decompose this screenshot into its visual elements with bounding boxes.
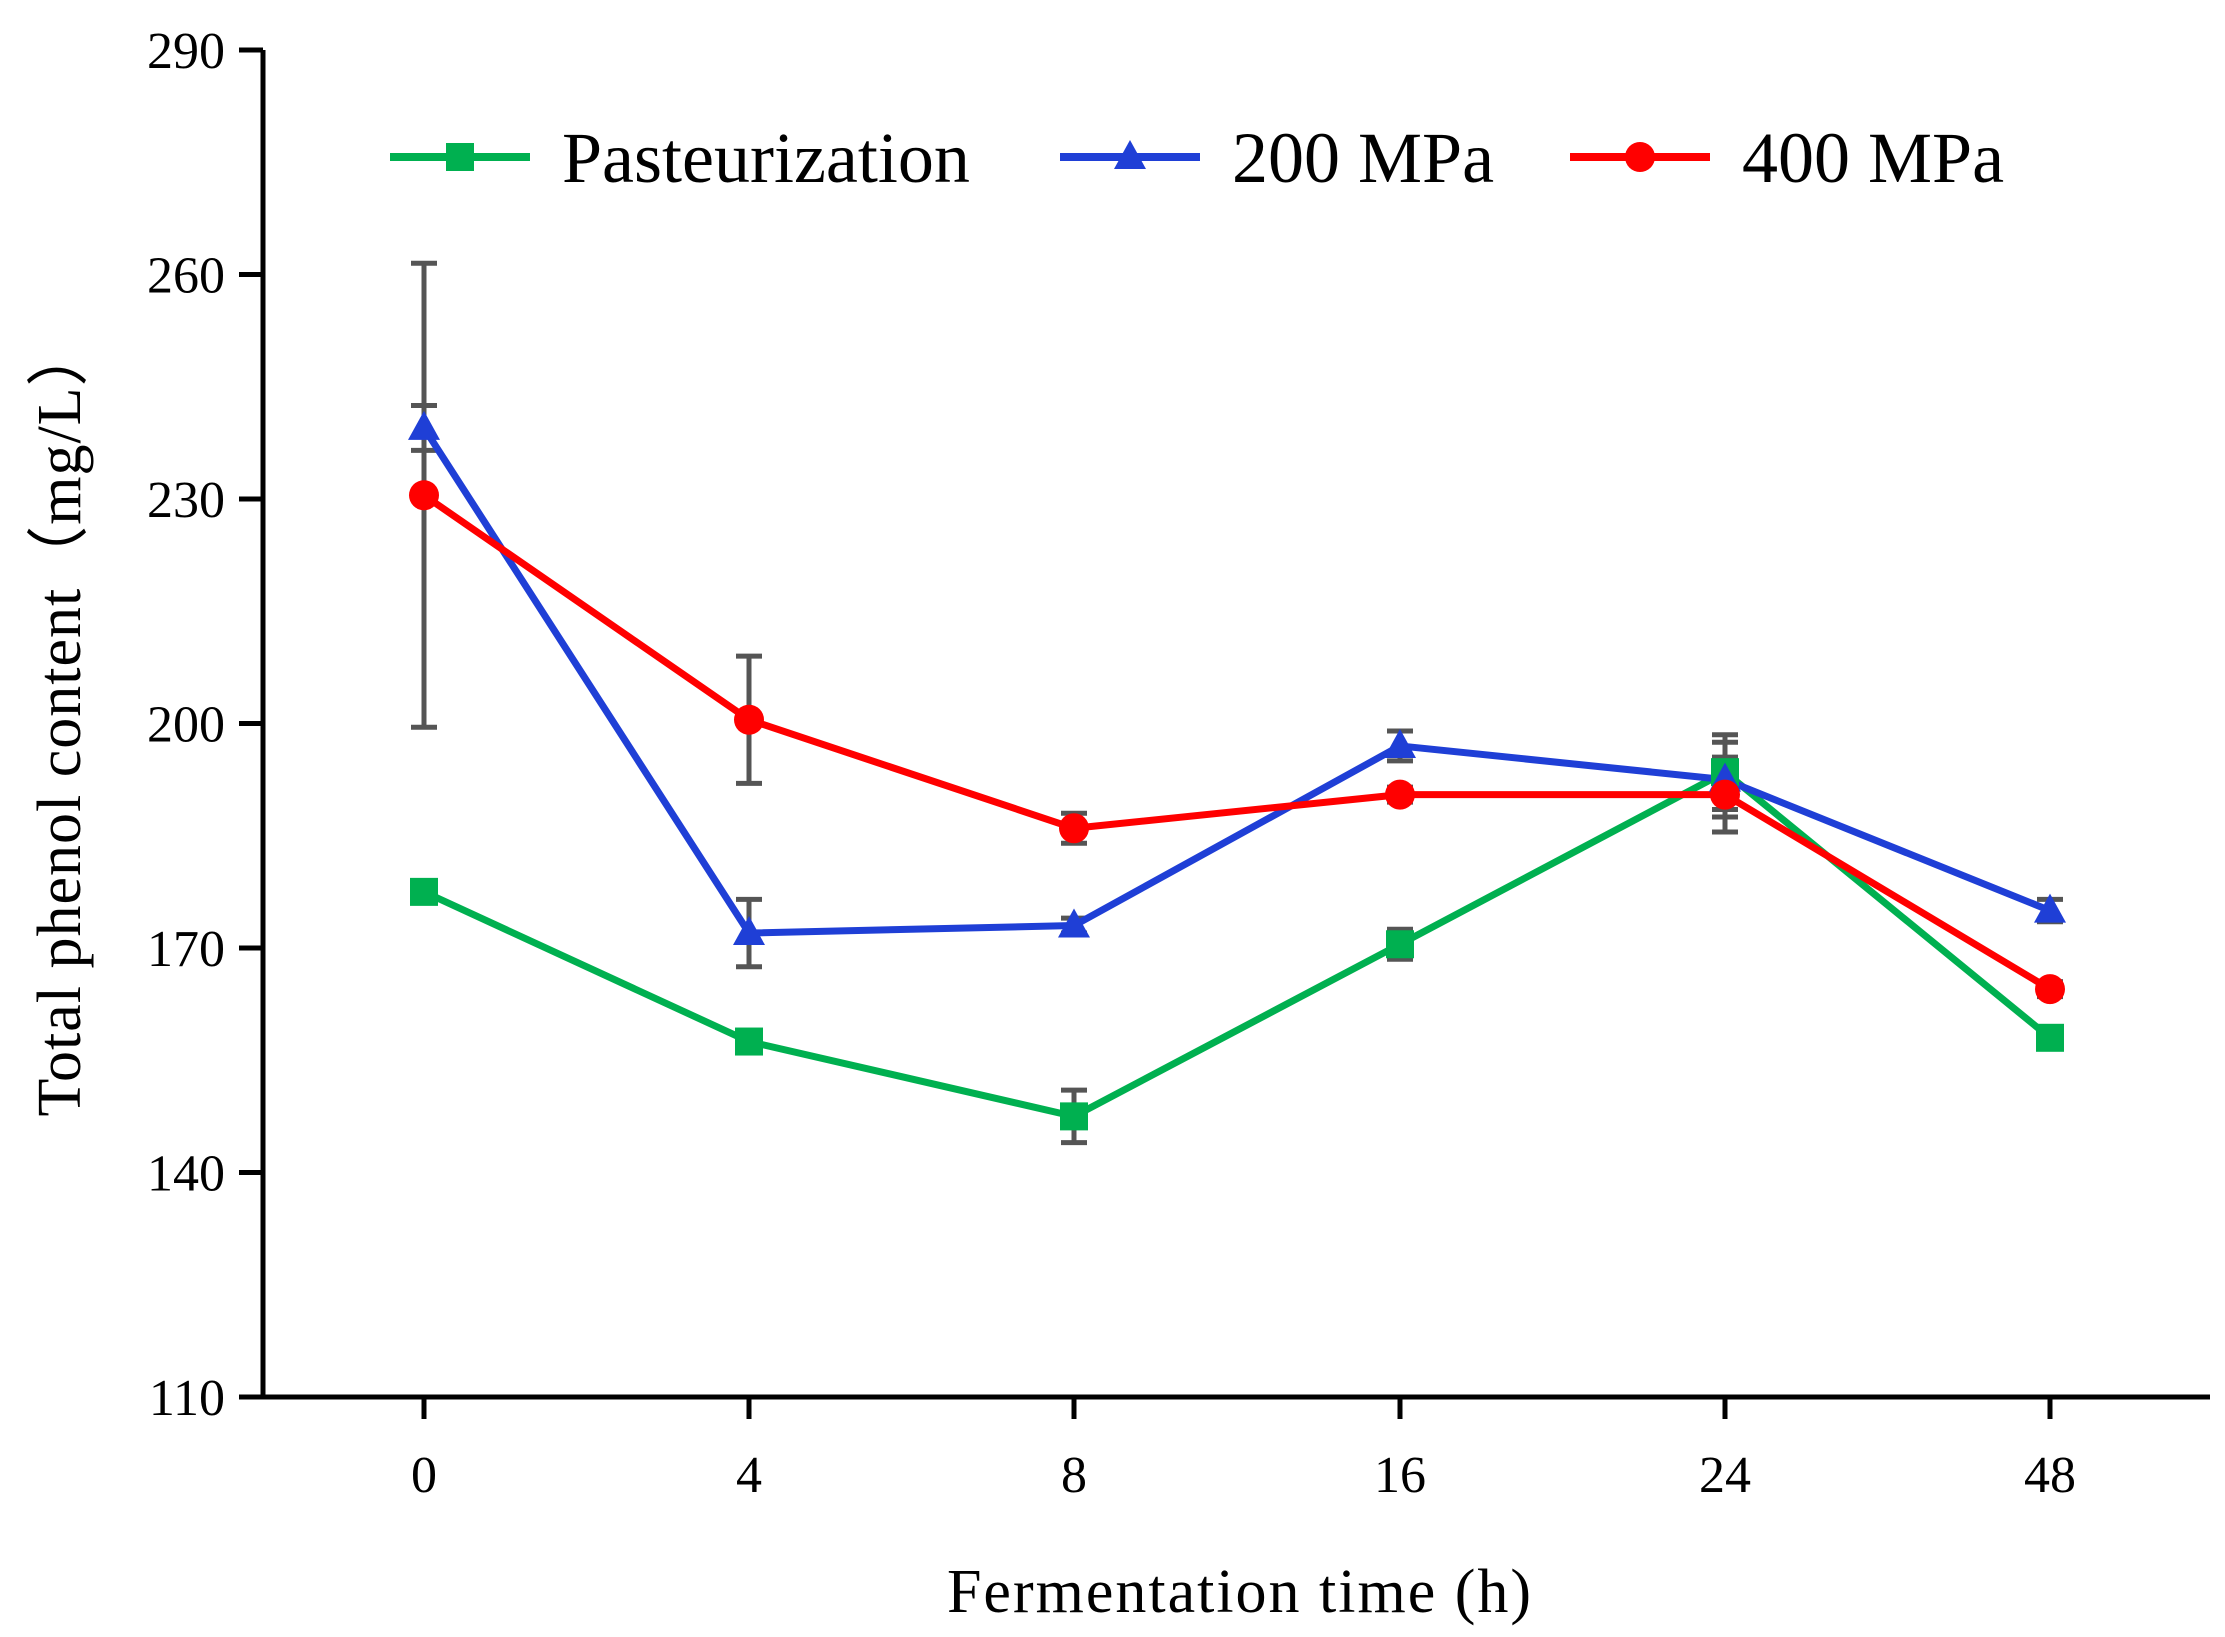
legend-label: 200 MPa (1232, 118, 1494, 198)
legend-item: Pasteurization (390, 118, 970, 198)
axes (260, 50, 2210, 1400)
y-axis-title: Total phenol content（mg/L） (26, 323, 94, 1116)
legend-label: Pasteurization (562, 118, 970, 198)
x-tick-label: 48 (2024, 1447, 2076, 1504)
legend-item: 400 MPa (1570, 118, 2004, 198)
y-tick-label: 230 (147, 472, 225, 529)
data-point-200-mpa (1058, 908, 1090, 938)
y-tick-label: 200 (147, 697, 225, 754)
data-point-pasteurization (1060, 1102, 1088, 1131)
error-bars (411, 260, 2063, 1146)
y-tick-label: 290 (147, 23, 225, 80)
legend-marker (446, 143, 474, 171)
x-tick-label: 8 (1061, 1447, 1087, 1504)
y-tick-label: 140 (147, 1146, 225, 1203)
legend-item: 200 MPa (1060, 118, 1494, 198)
data-point-400-mpa (1710, 779, 1740, 810)
data-point-400-mpa (734, 704, 764, 735)
data-point-400-mpa (1385, 779, 1415, 810)
data-point-pasteurization (410, 877, 438, 906)
y-tick-label: 170 (147, 921, 225, 978)
data-point-200-mpa (1384, 728, 1416, 758)
series-markers (408, 410, 2066, 1131)
x-axis-title: Fermentation time (h) (947, 1558, 1533, 1626)
series-line-400-mpa (420, 491, 2054, 993)
y-tick-label: 260 (147, 248, 225, 305)
data-point-400-mpa (409, 480, 439, 511)
data-point-200-mpa (733, 916, 765, 946)
x-tick-label: 24 (1699, 1447, 1751, 1504)
legend-marker (1114, 140, 1146, 169)
data-point-200-mpa (2034, 893, 2066, 923)
legend-marker (1625, 142, 1655, 172)
data-point-400-mpa (1059, 813, 1089, 844)
x-ticks: 0 4 8 16 24 48 (411, 1397, 2076, 1504)
data-point-pasteurization (1386, 930, 1414, 959)
data-point-200-mpa (408, 410, 440, 440)
data-point-pasteurization (2036, 1023, 2064, 1052)
data-point-pasteurization (735, 1027, 763, 1056)
y-tick-label: 110 (149, 1370, 225, 1427)
series-line-pasteurization (420, 768, 2054, 1120)
series-line-200-mpa (420, 424, 2054, 937)
x-tick-label: 4 (736, 1447, 762, 1504)
data-point-400-mpa (2035, 974, 2065, 1005)
series-lines (420, 424, 2054, 1120)
x-tick-label: 16 (1374, 1447, 1426, 1504)
y-ticks: 110 140 170 200 230 260 290 (147, 23, 263, 1427)
x-tick-label: 0 (411, 1447, 437, 1504)
legend: Pasteurization 200 MPa 400 MPa (390, 118, 2004, 198)
legend-label: 400 MPa (1742, 118, 2004, 198)
